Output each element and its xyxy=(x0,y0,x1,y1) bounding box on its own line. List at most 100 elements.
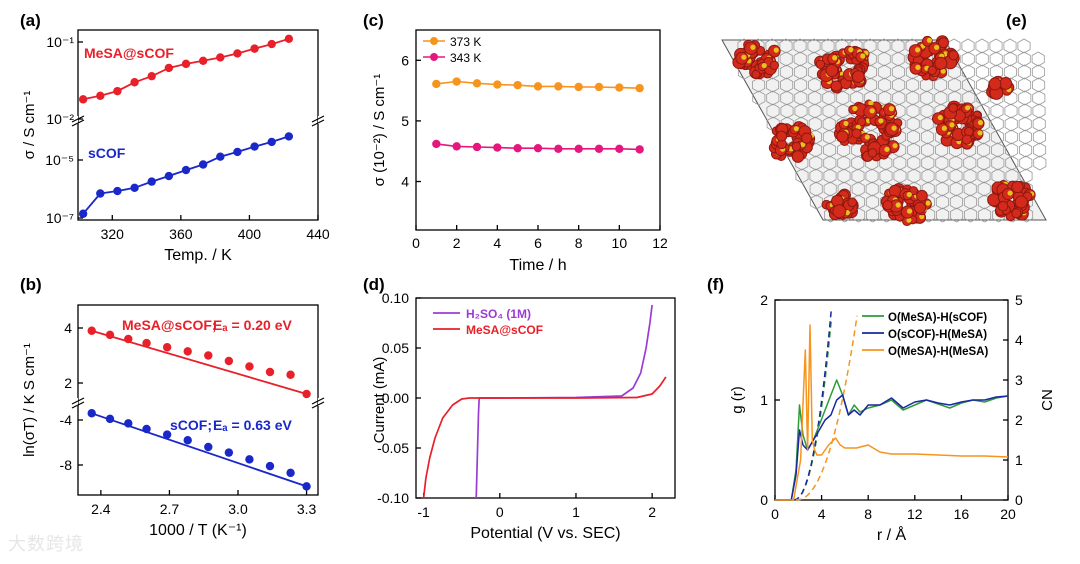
data-point-a xyxy=(130,78,139,87)
series-label-scof-a: sCOF xyxy=(88,145,126,161)
oxygen-atom-e xyxy=(776,130,788,142)
sulfur-atom-e xyxy=(906,217,912,223)
sulfur-atom-e xyxy=(965,105,971,111)
panel-label-d: (d) xyxy=(363,275,385,294)
sulfur-atom-e xyxy=(848,47,854,53)
framework-ring-e xyxy=(978,207,992,223)
data-point-b xyxy=(87,326,96,335)
data-point-a xyxy=(284,34,294,44)
framework-ring-e xyxy=(807,51,821,67)
framework-ring-e xyxy=(877,38,891,54)
data-point-c xyxy=(615,144,624,153)
oxygen-atom-e xyxy=(815,59,826,69)
framework-ring-e xyxy=(752,77,766,93)
framework-ring-e xyxy=(921,181,935,197)
framework-ring-e xyxy=(836,90,850,106)
x-axis-label-f: r / Å xyxy=(877,525,907,544)
data-point-b xyxy=(204,351,213,360)
sulfur-atom-e xyxy=(977,130,983,136)
y2-tick-label-f: 5 xyxy=(1015,292,1023,308)
fit-line-mesa-scof-b xyxy=(91,329,307,395)
data-point-a xyxy=(164,63,174,73)
sulfur-atom-e xyxy=(891,125,897,131)
oxygen-atom-e xyxy=(830,80,842,92)
data-point-a xyxy=(216,152,225,161)
oxygen-atom-e xyxy=(847,197,858,208)
y-tick-label-b: 2 xyxy=(64,375,72,391)
x-tick-label-c: 2 xyxy=(453,235,461,251)
data-point-c xyxy=(452,142,461,151)
data-point-c xyxy=(493,80,502,89)
data-point-b xyxy=(124,334,133,344)
y2-tick-label-f: 3 xyxy=(1015,372,1023,388)
axis-break-b xyxy=(311,401,325,409)
x-tick-label-a: 360 xyxy=(169,226,193,242)
framework-ring-e xyxy=(1032,129,1046,145)
data-point-a xyxy=(147,71,156,81)
framework-ring-e xyxy=(949,168,963,184)
x-tick-label-b: 2.7 xyxy=(160,501,180,517)
rdf-curve-f xyxy=(775,324,1009,501)
oxygen-atom-e xyxy=(927,65,937,76)
data-point-b xyxy=(183,436,192,445)
sulfur-atom-e xyxy=(888,106,895,112)
framework-ring-e xyxy=(949,155,963,171)
sulfur-atom-e xyxy=(852,105,858,112)
y-tick-label-a: 10⁻⁷ xyxy=(46,210,74,226)
framework-ring-e xyxy=(807,38,821,54)
framework-ring-e xyxy=(878,90,892,106)
data-point-b xyxy=(204,442,213,452)
data-point-a xyxy=(267,137,276,147)
sulfur-atom-e xyxy=(934,44,940,50)
framework-ring-e xyxy=(976,103,990,119)
x-tick-label-d: 2 xyxy=(648,504,656,520)
legend-label-f: O(MeSA)-H(sCOF) xyxy=(888,312,987,324)
data-point-a xyxy=(113,186,122,196)
framework-ring-e xyxy=(1017,38,1031,54)
framework-ring-e xyxy=(934,77,948,93)
framework-ring-e xyxy=(794,103,808,119)
oxygen-atom-e xyxy=(961,134,973,145)
framework-ring-e xyxy=(977,181,991,197)
framework-ring-e xyxy=(793,64,807,80)
x-tick-label-f: 0 xyxy=(771,506,779,522)
framework-ring-e xyxy=(975,38,989,54)
oxygen-atom-e xyxy=(836,130,849,143)
framework-ring-e xyxy=(837,155,851,171)
series-label-scof-b: sCOF; xyxy=(170,417,212,433)
sulfur-atom-e xyxy=(914,47,921,53)
sulfur-atom-e xyxy=(741,54,747,60)
framework-ring-e xyxy=(878,77,892,93)
data-point-a xyxy=(164,171,174,181)
framework-ring-e xyxy=(837,142,851,158)
data-point-c xyxy=(594,82,604,92)
data-point-b xyxy=(224,356,234,366)
framework-ring-e xyxy=(920,129,934,145)
framework-ring-e xyxy=(906,77,920,93)
data-point-b xyxy=(224,448,234,457)
x-tick-label-c: 12 xyxy=(652,235,668,251)
framework-ring-e xyxy=(907,168,921,184)
framework-ring-e xyxy=(989,38,1003,54)
oxygen-atom-e xyxy=(987,193,1001,207)
framework-ring-e xyxy=(808,77,822,93)
x-tick-label-d: -1 xyxy=(417,504,430,520)
oxygen-atom-e xyxy=(937,37,949,49)
data-point-b xyxy=(124,419,133,428)
x-tick-label-d: 1 xyxy=(572,504,580,520)
oxygen-atom-e xyxy=(851,70,865,84)
sulfur-atom-e xyxy=(750,44,756,50)
y-tick-label-a: 10⁻² xyxy=(46,111,74,127)
series-label-mesa-scof-a: MeSA@sCOF xyxy=(84,45,174,61)
oxygen-atom-e xyxy=(999,77,1013,90)
framework-ring-e xyxy=(865,194,879,210)
framework-ring-e xyxy=(1017,64,1031,80)
x-tick-label-b: 2.4 xyxy=(91,501,111,517)
plot-frame-a xyxy=(77,29,319,221)
sulfur-atom-e xyxy=(800,141,806,148)
framework-ring-e xyxy=(879,168,893,184)
activation-energy-scof-b: Eₐ = 0.63 eV xyxy=(213,417,293,433)
data-point-a xyxy=(198,160,208,169)
framework-ring-e xyxy=(977,142,991,158)
framework-ring-e xyxy=(963,194,977,210)
